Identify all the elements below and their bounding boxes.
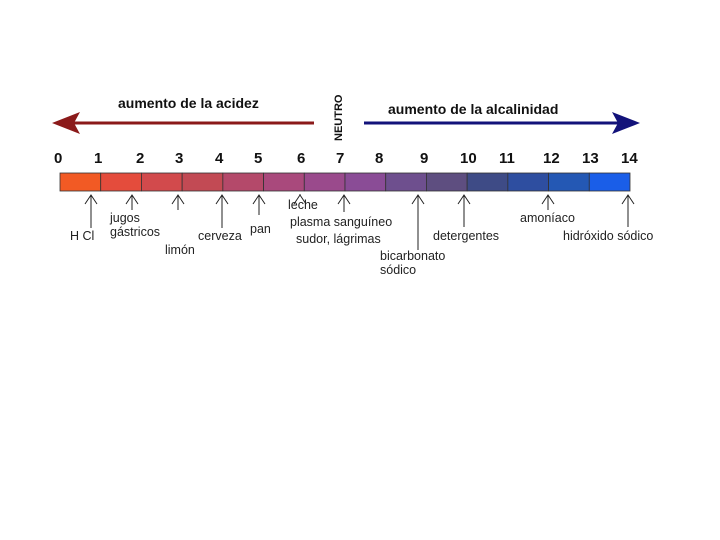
ph-segment-8 xyxy=(385,172,427,192)
scale-number-5: 5 xyxy=(254,150,263,167)
scale-number-4: 4 xyxy=(215,150,224,167)
scale-number-8: 8 xyxy=(375,150,384,167)
pointer-arrow-hydroxide xyxy=(621,194,635,227)
scale-number-1: 1 xyxy=(94,150,103,167)
scale-number-11: 11 xyxy=(499,150,515,167)
scale-number-6: 6 xyxy=(297,150,306,167)
scale-number-2: 2 xyxy=(136,150,145,167)
substance-label-beer: cerveza xyxy=(198,229,242,243)
substance-label-ammonia: amoníaco xyxy=(520,211,575,225)
pointer-arrow-bicarbonate xyxy=(411,194,425,250)
ph-segment-9 xyxy=(426,172,468,192)
substance-label-sweat-tears: sudor, lágrimas xyxy=(296,232,381,246)
ph-segment-3 xyxy=(181,172,224,192)
alkaline-label: aumento de la alcalinidad xyxy=(388,101,559,117)
pointer-arrow-hcl xyxy=(84,194,98,228)
substance-label-bread: pan xyxy=(250,222,271,236)
pointer-arrow-gastric-juice xyxy=(125,194,139,210)
scale-number-9: 9 xyxy=(420,150,429,167)
ph-segment-0 xyxy=(59,172,102,192)
substance-label-gastric-juice: jugos gástricos xyxy=(110,211,161,239)
substance-pointers xyxy=(84,194,635,250)
scale-number-12: 12 xyxy=(543,150,560,167)
ph-segment-4 xyxy=(222,172,264,192)
scale-number-13: 13 xyxy=(582,150,599,167)
substance-label-milk: leche xyxy=(288,198,318,212)
ph-segment-10 xyxy=(466,172,509,192)
alkaline-arrowhead xyxy=(612,112,640,134)
substance-label-blood-plasma: plasma sanguíneo xyxy=(290,215,393,229)
pointer-arrow-plasma xyxy=(337,194,351,212)
ph-color-bar xyxy=(59,172,631,192)
ph-segment-11 xyxy=(507,172,549,192)
substance-label-sodium-bicarbonate: bicarbonato sódico xyxy=(380,249,446,277)
substance-label-sodium-hydroxide: hidróxido sódico xyxy=(563,229,654,243)
scale-number-14: 14 xyxy=(621,150,638,167)
pointer-arrow-beer xyxy=(215,194,229,228)
ph-segment-7 xyxy=(344,172,387,192)
ph-segment-1 xyxy=(100,172,142,192)
acid-arrowhead xyxy=(52,112,80,134)
scale-number-0: 0 xyxy=(54,150,63,167)
neutral-label: NEUTRO xyxy=(333,94,345,141)
scale-number-3: 3 xyxy=(175,150,184,167)
pointer-arrow-milk xyxy=(293,194,307,205)
scale-number-7: 7 xyxy=(336,150,345,167)
ph-segment-13 xyxy=(588,172,631,192)
substance-label-detergents: detergentes xyxy=(433,229,500,243)
pointer-arrow-lemon xyxy=(171,194,185,210)
pointer-arrow-ammonia xyxy=(541,194,555,210)
scale-number-10: 10 xyxy=(460,150,477,167)
acid-label: aumento de la acidez xyxy=(118,95,259,111)
ph-segment-5 xyxy=(263,172,305,192)
substance-label-hcl: H Cl xyxy=(70,229,95,243)
pointer-arrow-detergents xyxy=(457,194,471,227)
ph-segment-6 xyxy=(303,172,346,192)
ph-segment-2 xyxy=(141,172,183,192)
ph-segment-12 xyxy=(548,172,590,192)
substance-label-lemon: limón xyxy=(165,243,195,257)
pointer-arrow-bread xyxy=(252,194,266,215)
